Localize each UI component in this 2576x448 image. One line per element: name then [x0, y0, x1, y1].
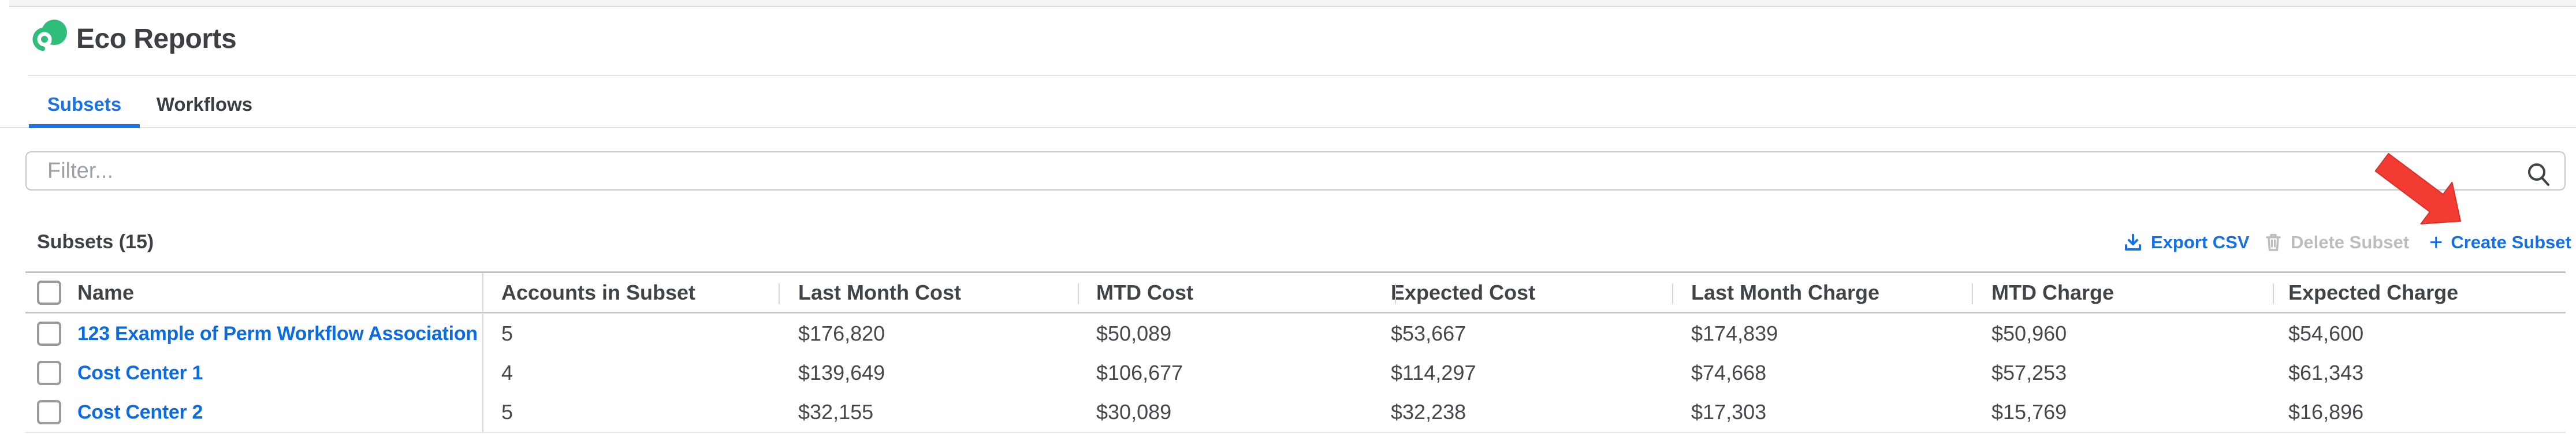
cell-last-month-cost: $176,820 — [798, 322, 885, 345]
cell-mtd-charge: $57,253 — [1991, 361, 2067, 384]
row-checkbox[interactable] — [37, 322, 61, 346]
row-checkbox[interactable] — [37, 400, 61, 424]
delete-subset-label: Delete Subset — [2291, 232, 2410, 252]
subset-name-link[interactable]: 123 Example of Perm Workflow Association — [77, 322, 478, 345]
subset-name-link[interactable]: Cost Center 1 — [77, 361, 203, 384]
search-icon — [2528, 163, 2549, 186]
cell-mtd-cost: $30,089 — [1096, 400, 1172, 424]
export-csv-button[interactable]: Export CSV — [2123, 229, 2250, 256]
create-subset-label: Create Subset — [2451, 232, 2571, 252]
column-header-last-month-charge[interactable]: Last Month Charge — [1691, 280, 1880, 304]
tabs-divider — [0, 127, 2576, 128]
column-divider — [1972, 283, 1973, 304]
eco-reports-logo-icon — [32, 20, 67, 51]
cell-mtd-charge: $15,769 — [1991, 400, 2067, 424]
section-title: Subsets (15) — [37, 231, 154, 253]
column-divider — [1395, 283, 1396, 304]
tab-subsets[interactable]: Subsets — [47, 94, 122, 115]
name-column-divider — [482, 314, 483, 353]
trash-icon — [2266, 234, 2281, 251]
cell-mtd-charge: $50,960 — [1991, 322, 2067, 345]
subset-name-link[interactable]: Cost Center 2 — [77, 401, 203, 423]
select-all-checkbox[interactable] — [37, 280, 61, 305]
tab-workflows[interactable]: Workflows — [156, 94, 253, 115]
page-title: Eco Reports — [76, 24, 237, 54]
cell-accounts-in-subset: 5 — [501, 322, 513, 345]
column-header-accounts-in-subset[interactable]: Accounts in Subset — [501, 280, 696, 304]
cell-accounts-in-subset: 4 — [501, 361, 513, 384]
cell-expected-cost: $53,667 — [1391, 322, 1466, 345]
cell-last-month-cost: $32,155 — [798, 400, 874, 424]
table-header-row: Name Accounts in Subset Last Month Cost … — [25, 271, 2566, 313]
cell-mtd-cost: $50,089 — [1096, 322, 1172, 345]
delete-subset-button[interactable]: Delete Subset — [2264, 229, 2409, 256]
cell-expected-charge: $54,600 — [2288, 322, 2364, 345]
table-row: Cost Center 1 4 $139,649 $106,677 $114,2… — [25, 353, 2566, 394]
cell-mtd-cost: $106,677 — [1096, 361, 1183, 384]
name-column-divider — [482, 273, 483, 312]
cell-expected-charge: $61,343 — [2288, 361, 2364, 384]
filter-input[interactable] — [25, 151, 2566, 191]
cell-last-month-charge: $174,839 — [1691, 322, 1778, 345]
column-header-name[interactable]: Name — [77, 280, 135, 304]
name-column-divider — [482, 393, 483, 432]
cell-expected-charge: $16,896 — [2288, 400, 2364, 424]
column-header-mtd-cost[interactable]: MTD Cost — [1096, 280, 1193, 304]
cell-last-month-cost: $139,649 — [798, 361, 885, 384]
cell-last-month-charge: $17,303 — [1691, 400, 1767, 424]
table-row: Cost Center 2 5 $32,155 $30,089 $32,238 … — [25, 393, 2566, 433]
table-row: 123 Example of Perm Workflow Association… — [25, 314, 2566, 354]
column-header-mtd-charge[interactable]: MTD Charge — [1991, 280, 2115, 304]
cell-accounts-in-subset: 5 — [501, 400, 513, 424]
active-tab-indicator — [29, 124, 140, 128]
column-divider — [1672, 283, 1673, 304]
export-csv-label: Export CSV — [2151, 232, 2250, 252]
column-divider — [1078, 283, 1079, 304]
column-header-expected-cost[interactable]: Expected Cost — [1391, 280, 1536, 304]
row-checkbox[interactable] — [37, 361, 61, 385]
column-header-expected-charge[interactable]: Expected Charge — [2288, 280, 2459, 304]
column-divider — [2273, 283, 2274, 304]
column-header-last-month-cost[interactable]: Last Month Cost — [798, 280, 961, 304]
window-top-strip — [9, 0, 2576, 7]
cell-last-month-charge: $74,668 — [1691, 361, 1767, 384]
header-divider — [28, 75, 2576, 76]
cell-expected-cost: $32,238 — [1391, 400, 1466, 424]
cell-expected-cost: $114,297 — [1391, 361, 1476, 384]
column-divider — [779, 283, 780, 304]
plus-icon: + — [2429, 230, 2443, 255]
download-icon — [2125, 234, 2141, 251]
create-subset-button[interactable]: + Create Subset — [2429, 229, 2571, 256]
name-column-divider — [482, 353, 483, 393]
